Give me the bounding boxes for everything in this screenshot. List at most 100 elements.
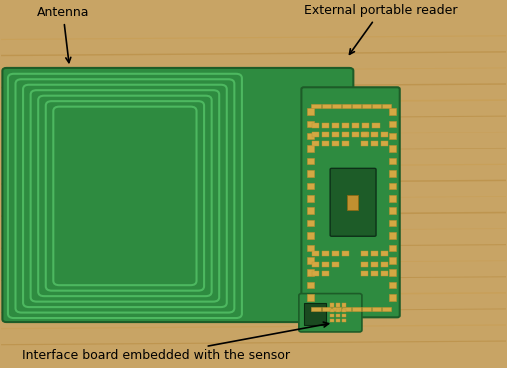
Bar — [342, 123, 349, 128]
Bar — [381, 262, 388, 267]
Bar — [372, 104, 381, 108]
Bar — [362, 307, 371, 311]
Bar — [361, 262, 368, 267]
Bar — [322, 271, 329, 276]
Bar — [342, 314, 346, 317]
Bar — [363, 123, 370, 128]
Bar — [336, 319, 340, 322]
Bar — [371, 251, 378, 256]
Bar — [389, 232, 395, 239]
Bar — [352, 307, 361, 311]
Bar — [371, 271, 378, 276]
Bar — [381, 271, 388, 276]
Bar — [307, 183, 314, 189]
Bar — [330, 308, 334, 312]
Bar — [389, 183, 395, 189]
Bar — [311, 307, 320, 311]
Bar — [307, 294, 314, 301]
Bar — [307, 220, 314, 226]
Bar — [321, 307, 331, 311]
Bar — [371, 141, 378, 146]
Bar — [342, 319, 346, 322]
Bar — [307, 208, 314, 214]
Bar — [332, 104, 341, 108]
Bar — [342, 308, 346, 312]
Bar — [389, 294, 395, 301]
Bar — [312, 271, 319, 276]
Bar — [330, 319, 334, 322]
Bar — [307, 133, 314, 139]
Bar — [361, 132, 368, 137]
FancyBboxPatch shape — [3, 68, 353, 322]
Bar — [307, 170, 314, 177]
Bar — [361, 251, 368, 256]
Bar — [342, 251, 349, 256]
Bar — [330, 304, 334, 307]
Bar — [372, 307, 381, 311]
Bar — [312, 262, 319, 267]
Text: Antenna: Antenna — [37, 6, 89, 63]
Bar — [307, 245, 314, 251]
Bar — [322, 123, 329, 128]
Bar — [389, 108, 395, 115]
Bar — [330, 314, 334, 317]
Bar — [307, 257, 314, 263]
Bar — [389, 158, 395, 164]
Bar — [381, 132, 388, 137]
Bar — [389, 245, 395, 251]
Bar — [352, 123, 359, 128]
FancyBboxPatch shape — [299, 294, 362, 332]
Bar — [312, 123, 319, 128]
Text: External portable reader: External portable reader — [304, 4, 457, 54]
Bar — [342, 132, 349, 137]
Bar — [332, 141, 339, 146]
Bar — [322, 251, 329, 256]
Bar — [381, 141, 388, 146]
Bar — [307, 269, 314, 276]
Bar — [312, 132, 319, 137]
Bar — [304, 303, 326, 325]
Bar — [307, 282, 314, 289]
Bar — [321, 104, 331, 108]
Bar — [382, 307, 391, 311]
FancyBboxPatch shape — [301, 87, 400, 317]
Bar — [336, 304, 340, 307]
Bar — [307, 158, 314, 164]
Bar — [381, 251, 388, 256]
Bar — [382, 104, 391, 108]
Bar — [342, 104, 351, 108]
Bar — [336, 314, 340, 317]
Bar — [389, 133, 395, 139]
Bar — [363, 132, 370, 137]
Bar — [352, 104, 361, 108]
Bar — [373, 123, 380, 128]
Bar — [342, 141, 349, 146]
Bar — [352, 132, 359, 137]
Bar — [389, 170, 395, 177]
Bar — [389, 208, 395, 214]
Bar — [389, 269, 395, 276]
Bar — [307, 145, 314, 152]
Bar — [342, 307, 351, 311]
Bar — [2, 24, 505, 345]
Bar — [307, 232, 314, 239]
Bar — [307, 195, 314, 202]
Text: Interface board embedded with the sensor: Interface board embedded with the sensor — [22, 322, 329, 362]
Bar — [322, 262, 329, 267]
FancyBboxPatch shape — [330, 168, 376, 236]
Bar — [307, 108, 314, 115]
Bar — [312, 141, 319, 146]
Bar — [389, 195, 395, 202]
Bar — [332, 307, 341, 311]
Bar — [371, 132, 378, 137]
Bar — [332, 251, 339, 256]
Bar — [389, 257, 395, 263]
Bar — [307, 120, 314, 127]
Bar — [389, 282, 395, 289]
Bar — [332, 132, 339, 137]
Bar — [311, 104, 320, 108]
Bar — [361, 141, 368, 146]
Bar — [342, 304, 346, 307]
Bar — [332, 262, 339, 267]
Bar — [362, 104, 371, 108]
